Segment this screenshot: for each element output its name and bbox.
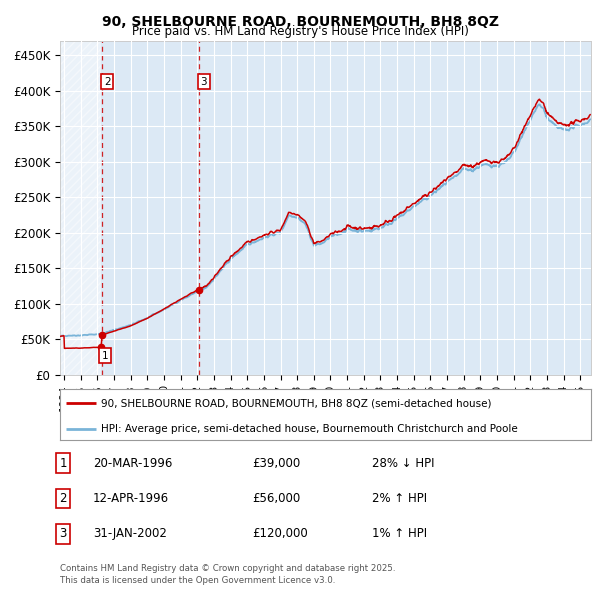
Text: 3: 3 (59, 527, 67, 540)
Text: 28% ↓ HPI: 28% ↓ HPI (372, 457, 434, 470)
Text: 12-APR-1996: 12-APR-1996 (93, 492, 169, 505)
Text: £39,000: £39,000 (252, 457, 300, 470)
Text: 1: 1 (59, 457, 67, 470)
Text: £56,000: £56,000 (252, 492, 300, 505)
Text: 2% ↑ HPI: 2% ↑ HPI (372, 492, 427, 505)
Bar (60, 41, 101, 375)
Text: 2: 2 (59, 492, 67, 505)
Text: 2: 2 (104, 77, 110, 87)
Text: 3: 3 (200, 77, 207, 87)
Text: Contains HM Land Registry data © Crown copyright and database right 2025.
This d: Contains HM Land Registry data © Crown c… (60, 565, 395, 585)
Text: 31-JAN-2002: 31-JAN-2002 (93, 527, 167, 540)
Text: 1% ↑ HPI: 1% ↑ HPI (372, 527, 427, 540)
Text: Price paid vs. HM Land Registry's House Price Index (HPI): Price paid vs. HM Land Registry's House … (131, 25, 469, 38)
Text: 20-MAR-1996: 20-MAR-1996 (93, 457, 172, 470)
Text: HPI: Average price, semi-detached house, Bournemouth Christchurch and Poole: HPI: Average price, semi-detached house,… (101, 424, 518, 434)
Text: 1: 1 (102, 350, 109, 360)
Text: £120,000: £120,000 (252, 527, 308, 540)
Text: 90, SHELBOURNE ROAD, BOURNEMOUTH, BH8 8QZ (semi-detached house): 90, SHELBOURNE ROAD, BOURNEMOUTH, BH8 8Q… (101, 398, 491, 408)
Text: 90, SHELBOURNE ROAD, BOURNEMOUTH, BH8 8QZ: 90, SHELBOURNE ROAD, BOURNEMOUTH, BH8 8Q… (101, 15, 499, 29)
